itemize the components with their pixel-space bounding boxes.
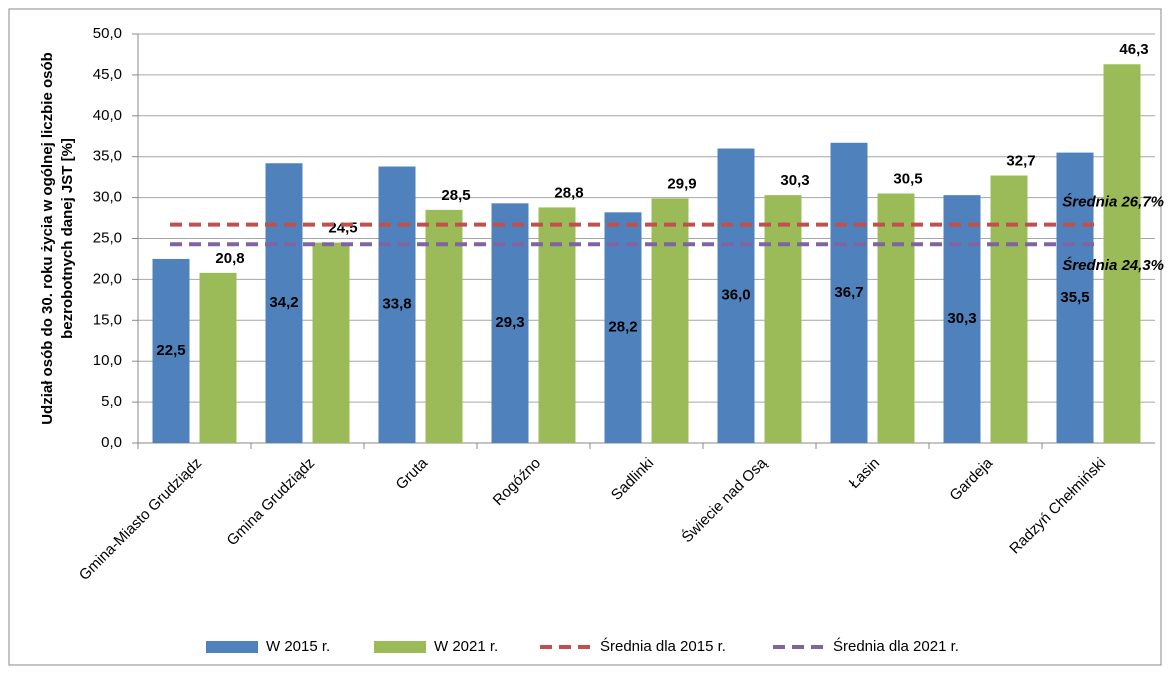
data-label: 30,3 xyxy=(947,310,976,327)
data-label: 24,5 xyxy=(328,220,357,237)
data-label: 22,5 xyxy=(156,342,185,359)
legend-swatch xyxy=(206,641,258,653)
bar xyxy=(651,198,689,443)
bar xyxy=(199,272,237,443)
y-tick-label: 25,0 xyxy=(93,229,122,246)
reference-label: Średnia 24,3% xyxy=(1062,256,1164,274)
data-label: 33,8 xyxy=(382,296,411,313)
data-label: 29,3 xyxy=(495,314,524,331)
y-tick-label: 50,0 xyxy=(93,25,122,42)
y-axis-title-line: bezrobotnych danej JST [%] xyxy=(59,138,76,339)
legend-label: W 2021 r. xyxy=(434,638,498,655)
legend-swatch xyxy=(374,641,426,653)
y-tick-label: 35,0 xyxy=(93,148,122,165)
y-tick-label: 10,0 xyxy=(93,352,122,369)
bar xyxy=(830,142,868,443)
data-label: 35,5 xyxy=(1060,289,1089,306)
data-label: 32,7 xyxy=(1006,152,1035,169)
bar xyxy=(538,207,576,443)
y-tick-label: 45,0 xyxy=(93,66,122,83)
bar xyxy=(877,193,915,443)
data-label: 28,2 xyxy=(608,319,637,336)
legend-label: W 2015 r. xyxy=(266,638,330,655)
y-axis-title-line: Udział osób do 30. roku życia w ogólnej … xyxy=(39,52,56,425)
legend-label: Średnia dla 2021 r. xyxy=(833,637,959,655)
data-label: 46,3 xyxy=(1119,41,1148,58)
bar xyxy=(943,195,981,443)
bar xyxy=(265,163,303,443)
bar xyxy=(425,209,463,443)
bar xyxy=(990,175,1028,443)
bar xyxy=(764,195,802,443)
data-label: 30,5 xyxy=(893,170,922,187)
bar xyxy=(604,212,642,443)
data-label: 28,5 xyxy=(441,187,470,204)
data-label: 36,0 xyxy=(721,287,750,304)
reference-label: Średnia 26,7% xyxy=(1062,193,1164,211)
bar xyxy=(378,166,416,444)
y-tick-label: 5,0 xyxy=(101,393,122,410)
bar xyxy=(1056,152,1094,444)
y-axis-title: Udział osób do 30. roku życia w ogólnej … xyxy=(39,52,76,425)
y-tick-label: 20,0 xyxy=(93,270,122,287)
y-tick-label: 0,0 xyxy=(101,434,122,451)
bar xyxy=(312,242,350,443)
y-tick-label: 15,0 xyxy=(93,311,122,328)
bar xyxy=(1103,64,1141,444)
data-label: 28,8 xyxy=(554,184,583,201)
data-label: 29,9 xyxy=(667,175,696,192)
bar xyxy=(152,258,190,443)
data-label: 36,7 xyxy=(834,284,863,301)
data-label: 30,3 xyxy=(780,172,809,189)
data-label: 20,8 xyxy=(215,250,244,267)
legend-label: Średnia dla 2015 r. xyxy=(600,637,726,655)
y-tick-label: 40,0 xyxy=(93,107,122,124)
bar xyxy=(717,148,755,443)
data-label: 34,2 xyxy=(269,294,298,311)
y-tick-label: 30,0 xyxy=(93,189,122,206)
